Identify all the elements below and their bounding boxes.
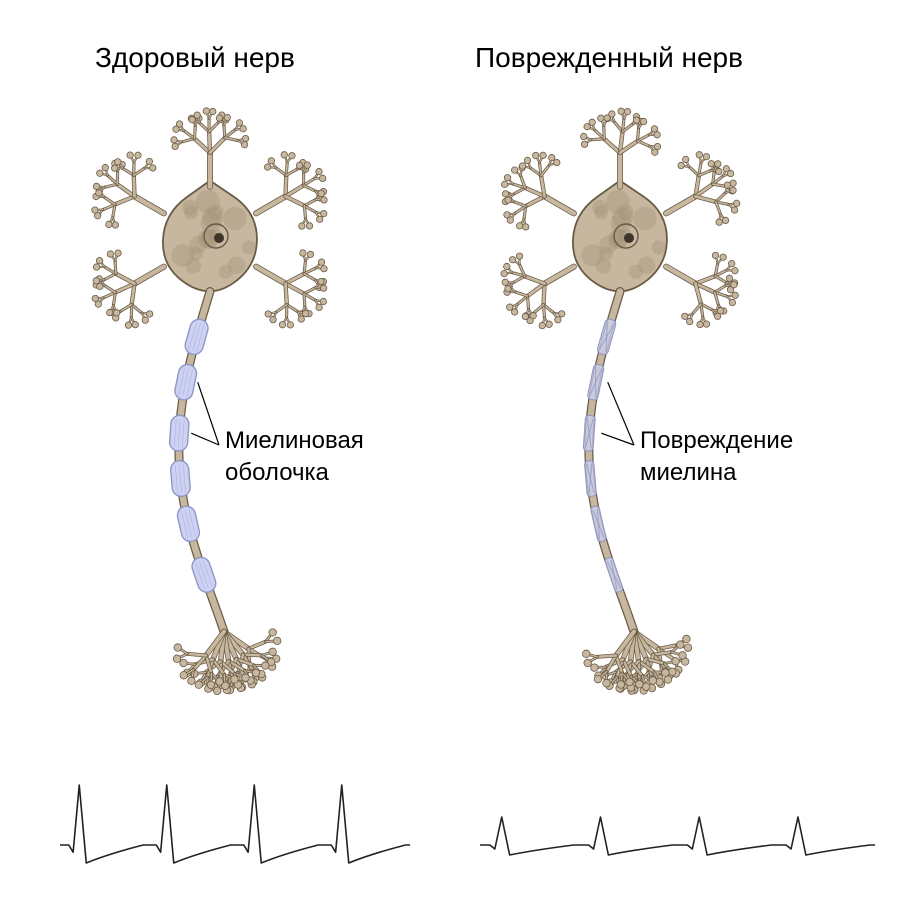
label-myelin-sheath: Миелиновая оболочка	[225, 425, 364, 490]
label-line: миелина	[640, 459, 736, 486]
title-damaged: Поврежденный нерв	[475, 42, 743, 74]
label-line: Миелиновая	[225, 427, 364, 454]
label-line: Повреждение	[640, 427, 793, 454]
label-myelin-damage: Повреждение миелина	[640, 425, 793, 490]
title-healthy: Здоровый нерв	[95, 42, 295, 74]
label-line: оболочка	[225, 459, 329, 486]
